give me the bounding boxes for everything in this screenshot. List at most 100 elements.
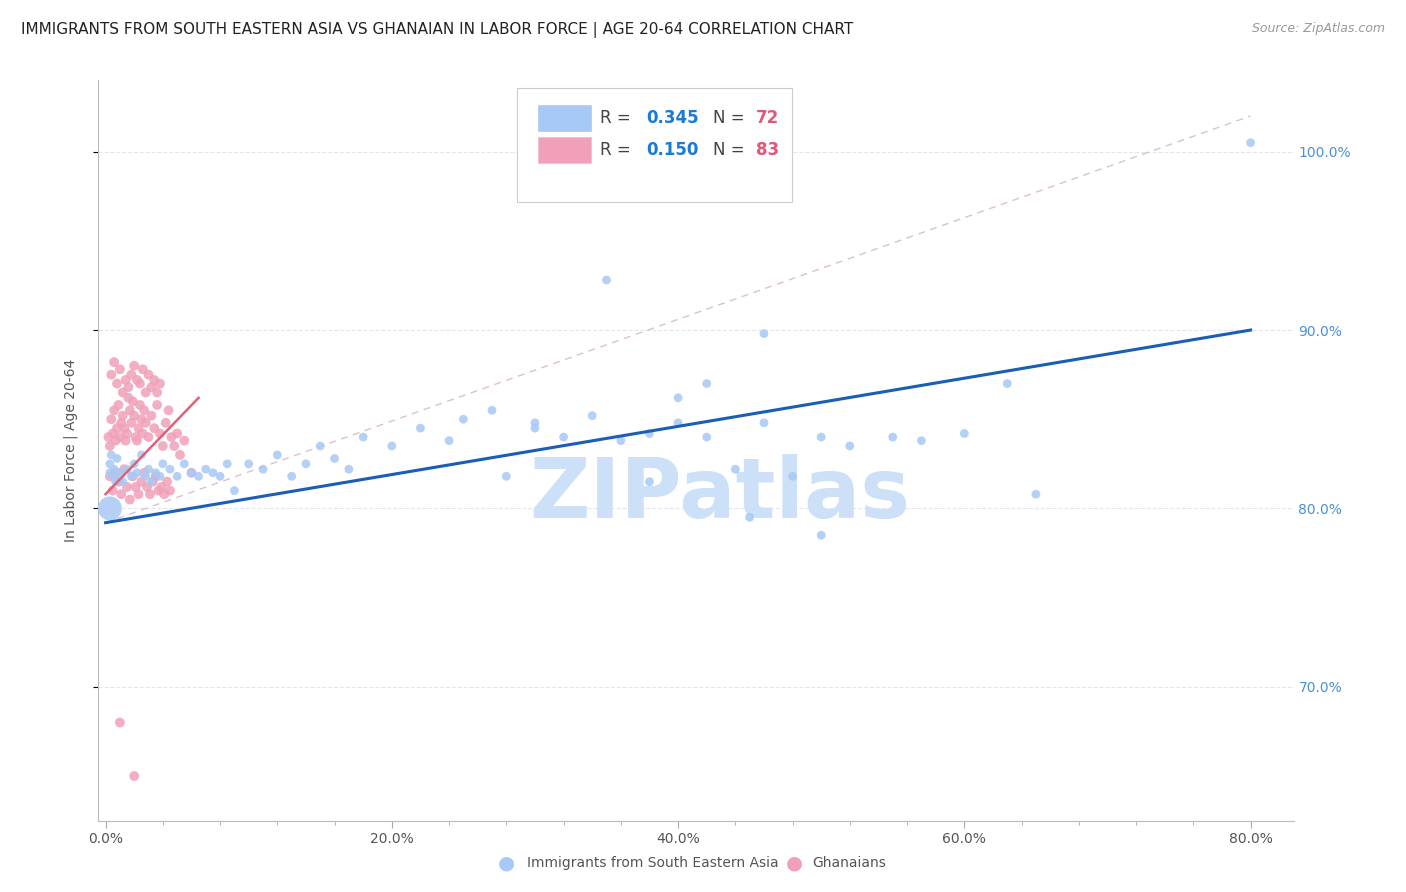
FancyBboxPatch shape (538, 136, 591, 163)
Point (120, 469, 142, 483)
Point (117, 391, 139, 405)
Point (118, 403, 141, 417)
Point (107, 398, 129, 412)
Point (437, 434, 460, 448)
Point (163, 439, 186, 453)
Point (135, 469, 157, 483)
Point (638, 475, 661, 489)
Point (553, 430, 575, 444)
Text: 0.150: 0.150 (645, 141, 699, 159)
Point (810, 430, 832, 444)
Point (111, 409, 134, 423)
Point (132, 362, 155, 376)
Point (138, 462, 160, 476)
Point (105, 421, 128, 435)
Point (295, 457, 318, 471)
Point (910, 434, 932, 448)
FancyBboxPatch shape (538, 104, 591, 131)
Point (128, 487, 150, 501)
Point (666, 391, 689, 405)
Point (173, 457, 195, 471)
Point (103, 462, 125, 476)
Point (98, 466, 121, 480)
Point (149, 426, 172, 441)
Point (152, 457, 174, 471)
Point (152, 439, 174, 453)
Point (108, 715, 131, 730)
Point (114, 373, 136, 387)
Point (120, 368, 142, 382)
Point (523, 421, 546, 435)
Point (105, 451, 128, 466)
Point (696, 376, 718, 391)
Point (125, 434, 148, 448)
Point (309, 439, 332, 453)
Text: Ghanaians: Ghanaians (813, 856, 887, 871)
Point (111, 385, 134, 400)
Point (481, 403, 503, 417)
Point (157, 403, 180, 417)
Point (103, 355, 125, 369)
Point (1025, 487, 1047, 501)
Point (135, 385, 157, 400)
Point (104, 434, 127, 448)
Point (97, 430, 120, 444)
Text: R =: R = (600, 141, 637, 159)
Point (453, 412, 475, 426)
Text: 83: 83 (756, 141, 779, 159)
Point (105, 376, 128, 391)
Point (100, 368, 122, 382)
Point (100, 412, 122, 426)
Point (98, 501, 121, 516)
Point (323, 451, 346, 466)
Point (724, 462, 747, 476)
Text: R =: R = (600, 109, 637, 127)
Point (128, 421, 150, 435)
Point (149, 469, 172, 483)
Point (110, 487, 132, 501)
Point (201, 466, 224, 480)
Point (159, 462, 181, 476)
Point (134, 403, 156, 417)
Point (124, 430, 146, 444)
Point (610, 434, 633, 448)
Point (238, 457, 260, 471)
Point (121, 394, 143, 409)
Text: Immigrants from South Eastern Asia: Immigrants from South Eastern Asia (527, 856, 779, 871)
Point (838, 439, 860, 453)
Point (148, 483, 170, 498)
Point (114, 434, 136, 448)
Point (141, 409, 163, 423)
Point (150, 480, 173, 494)
Point (155, 416, 177, 430)
Point (115, 462, 138, 476)
Point (142, 475, 165, 489)
Point (666, 416, 689, 430)
Point (112, 421, 135, 435)
Point (752, 416, 775, 430)
Point (224, 483, 246, 498)
Point (117, 380, 139, 394)
Point (738, 510, 761, 524)
Point (1239, 136, 1261, 150)
Point (160, 430, 183, 444)
Point (103, 403, 125, 417)
Point (104, 475, 127, 489)
Point (143, 373, 166, 387)
Point (280, 469, 302, 483)
Point (134, 466, 156, 480)
Point (166, 469, 188, 483)
Point (108, 430, 131, 444)
Point (381, 439, 404, 453)
Point (111, 475, 134, 489)
Point (953, 426, 976, 441)
Point (143, 421, 166, 435)
Point (252, 462, 274, 476)
Point (782, 469, 804, 483)
Point (145, 466, 167, 480)
Point (882, 430, 904, 444)
Point (752, 326, 775, 341)
Point (266, 448, 288, 462)
Point (98, 457, 121, 471)
Point (122, 409, 145, 423)
